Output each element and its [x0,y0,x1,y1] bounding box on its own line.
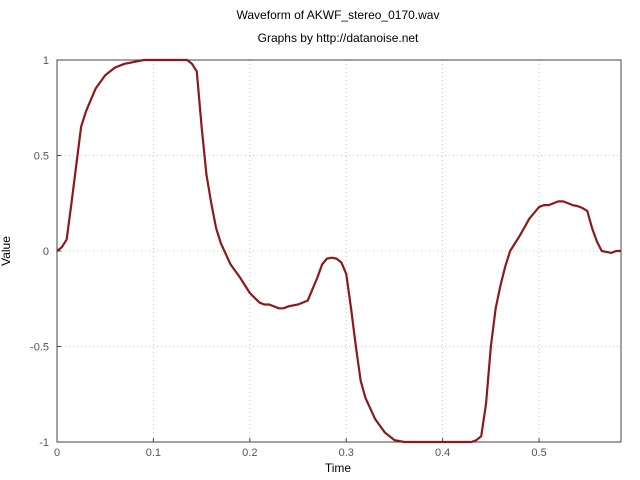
x-axis-ticks: 0 0.1 0.2 0.3 0.4 0.5 [54,438,547,459]
x-tick-label: 0.2 [242,447,257,459]
y-tick-label: 0.5 [34,151,49,163]
x-tick-label: 0.5 [531,447,546,459]
x-tick-label: 0.4 [435,447,450,459]
x-tick-label: 0 [54,447,60,459]
y-tick-label: 0 [43,246,49,258]
y-axis-label: Value [0,236,13,266]
y-axis-ticks: 1 0.5 0 -0.5 -1 [30,55,61,449]
y-tick-label: -1 [39,437,49,449]
y-tick-label: 1 [43,55,49,67]
chart-title: Waveform of AKWF_stereo_0170.wav [237,8,440,22]
x-tick-label: 0.3 [339,447,354,459]
x-tick-label: 0.1 [146,447,161,459]
x-axis-label: Time [325,461,352,475]
waveform-line [56,58,621,444]
y-tick-label: -0.5 [30,342,49,354]
grid [56,59,621,443]
chart-subtitle: Graphs by http://datanoise.net [258,31,419,45]
